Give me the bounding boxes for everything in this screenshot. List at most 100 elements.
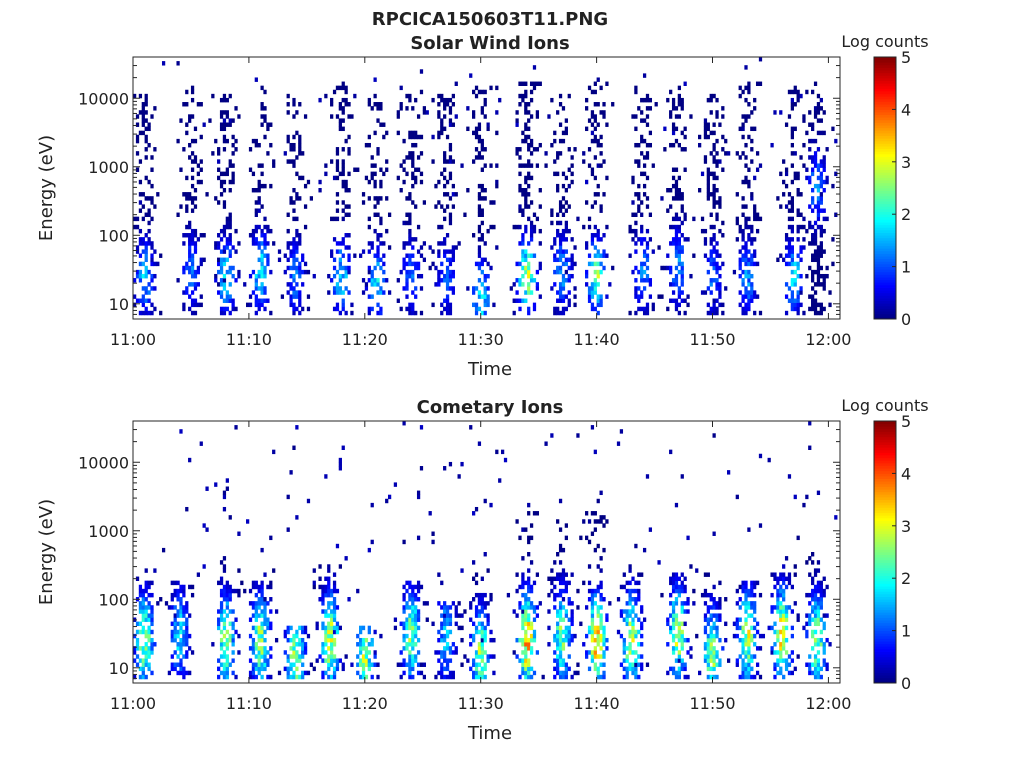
heatmap-cell	[556, 257, 560, 263]
heatmap-cell	[692, 253, 696, 258]
heatmap-cell	[286, 625, 290, 631]
heatmap-cell	[408, 597, 412, 602]
heatmap-cell	[289, 298, 293, 303]
heatmap-cell	[225, 269, 229, 275]
heatmap-cell	[185, 286, 189, 291]
heatmap-cell	[819, 253, 823, 258]
heatmap-cell	[790, 163, 794, 168]
heatmap-cell	[457, 613, 461, 618]
heatmap-cell	[141, 601, 145, 606]
heatmap-cell	[521, 666, 525, 672]
heatmap-cell	[376, 662, 380, 667]
heatmap-cell	[324, 642, 328, 647]
heatmap-cell	[576, 605, 580, 610]
heatmap-cell	[324, 633, 328, 639]
heatmap-cell	[680, 220, 684, 226]
cometary-plot-frame	[132, 420, 841, 684]
heatmap-cell	[558, 282, 563, 287]
heatmap-cell	[634, 233, 638, 238]
heatmap-cell	[515, 261, 519, 267]
heatmap-cell	[819, 159, 823, 164]
colorbar-segment	[874, 575, 896, 579]
heatmap-cell	[356, 670, 360, 676]
heatmap-cell	[669, 188, 673, 193]
colorbar-segment	[874, 567, 896, 571]
heatmap-cell	[411, 597, 415, 602]
heatmap-cell	[254, 212, 258, 217]
heatmap-cell	[254, 142, 258, 148]
heatmap-cell	[176, 613, 180, 618]
heatmap-cell	[753, 609, 757, 614]
heatmap-cell	[141, 110, 145, 115]
heatmap-cell	[138, 646, 143, 651]
heatmap-cell	[141, 662, 145, 667]
heatmap-cell	[164, 601, 169, 606]
heatmap-cell	[332, 637, 337, 643]
heatmap-cell	[298, 298, 302, 303]
heatmap-cell	[231, 163, 235, 168]
heatmap-cell	[593, 282, 597, 287]
heatmap-cell	[677, 666, 681, 672]
heatmap-cell	[251, 228, 256, 234]
heatmap-cell	[709, 97, 713, 103]
heatmap-cell	[782, 580, 786, 586]
heatmap-cell	[790, 298, 794, 303]
heatmap-cell	[133, 633, 137, 639]
heatmap-cell	[706, 637, 710, 643]
heatmap-cell	[257, 601, 261, 606]
heatmap-cell	[564, 269, 568, 275]
heatmap-cell	[295, 515, 299, 520]
heatmap-cell	[402, 138, 406, 144]
heatmap-cell	[695, 568, 699, 573]
heatmap-cell	[292, 216, 296, 222]
heatmap-cell	[521, 580, 525, 586]
heatmap-cell	[741, 584, 745, 590]
heatmap-cell	[631, 637, 635, 643]
heatmap-cell	[408, 257, 412, 263]
heatmap-cell	[141, 597, 145, 602]
heatmap-cell	[469, 617, 473, 622]
heatmap-cell	[787, 224, 792, 230]
heatmap-cell	[634, 89, 638, 95]
heatmap-cell	[338, 564, 342, 569]
heatmap-cell	[443, 613, 447, 618]
heatmap-cell	[782, 588, 786, 594]
heatmap-cell	[674, 302, 679, 308]
heatmap-cell	[350, 310, 354, 316]
heatmap-cell	[596, 183, 600, 189]
heatmap-cell	[257, 658, 261, 663]
y-tick-label: 100	[98, 590, 129, 609]
heatmap-cell	[753, 97, 757, 103]
heatmap-cell	[808, 122, 812, 127]
heatmap-cell	[217, 621, 221, 627]
heatmap-cell	[289, 294, 293, 299]
heatmap-cell	[414, 237, 418, 242]
heatmap-cell	[190, 151, 195, 156]
heatmap-cell	[419, 273, 424, 279]
heatmap-cell	[373, 93, 377, 99]
heatmap-cell	[211, 93, 215, 99]
y-tick-label: 1000	[88, 522, 129, 541]
colorbar-segment	[874, 468, 896, 472]
heatmap-cell	[292, 278, 296, 283]
heatmap-cell	[790, 142, 794, 148]
heatmap-cell	[590, 130, 595, 136]
colorbar-segment	[874, 612, 896, 616]
heatmap-cell	[228, 122, 232, 127]
heatmap-cell	[712, 155, 716, 160]
heatmap-cell	[405, 306, 409, 312]
heatmap-cell	[599, 605, 603, 610]
heatmap-cell	[680, 278, 684, 283]
heatmap-cell	[182, 147, 186, 152]
heatmap-cell	[408, 637, 412, 643]
heatmap-cell	[147, 617, 151, 622]
heatmap-cell	[474, 609, 479, 614]
heatmap-cell	[521, 253, 525, 258]
heatmap-cell	[631, 269, 635, 275]
heatmap-cell	[738, 597, 742, 602]
heatmap-cell	[298, 310, 302, 316]
heatmap-cell	[735, 220, 739, 226]
heatmap-cell	[144, 212, 148, 217]
heatmap-cell	[144, 233, 148, 238]
heatmap-cell	[590, 629, 595, 635]
